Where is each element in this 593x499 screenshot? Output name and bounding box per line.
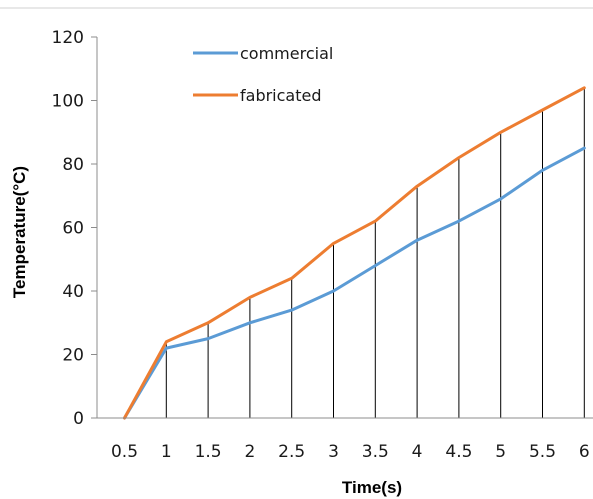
x-axis-title: Time(s): [342, 478, 402, 497]
y-axis-ticks: 0 20 40 60 80 100 120: [52, 28, 97, 429]
legend-label-fabricated: fabricated: [240, 86, 322, 105]
x-axis-ticks: 0.5 1 1.5 2 2.5 3 3.5 4 4.5 5 5.5 6: [111, 442, 590, 462]
x-tick-label: 3.5: [362, 442, 389, 462]
y-axis-title: Temperature(°C): [10, 166, 29, 298]
x-tick-label: 2: [244, 442, 255, 462]
y-tick-label: 80: [62, 155, 84, 175]
legend-label-commercial: commercial: [240, 44, 333, 63]
y-tick-label: 60: [62, 219, 84, 239]
x-tick-label: 1.5: [195, 442, 222, 462]
series-lines: [123, 86, 586, 420]
y-tick-label: 40: [62, 282, 84, 302]
y-tick-label: 120: [52, 28, 84, 48]
y-tick-label: 100: [52, 92, 84, 112]
x-tick-label: 1: [161, 442, 172, 462]
legend: commercial fabricated: [193, 44, 333, 105]
x-tick-label: 4: [412, 442, 423, 462]
series-line-commercial: [123, 146, 586, 420]
x-tick-label: 5: [495, 442, 506, 462]
x-tick-label: 6: [579, 442, 590, 462]
x-tick-label: 4.5: [445, 442, 472, 462]
y-tick-label: 20: [62, 346, 84, 366]
x-tick-label: 2.5: [278, 442, 305, 462]
x-tick-label: 3: [328, 442, 339, 462]
drop-lines: [165, 87, 585, 418]
y-tick-label: 0: [73, 409, 84, 429]
x-tick-label: 5.5: [529, 442, 556, 462]
x-tick-label: 0.5: [111, 442, 138, 462]
series-line-fabricated: [123, 86, 586, 420]
